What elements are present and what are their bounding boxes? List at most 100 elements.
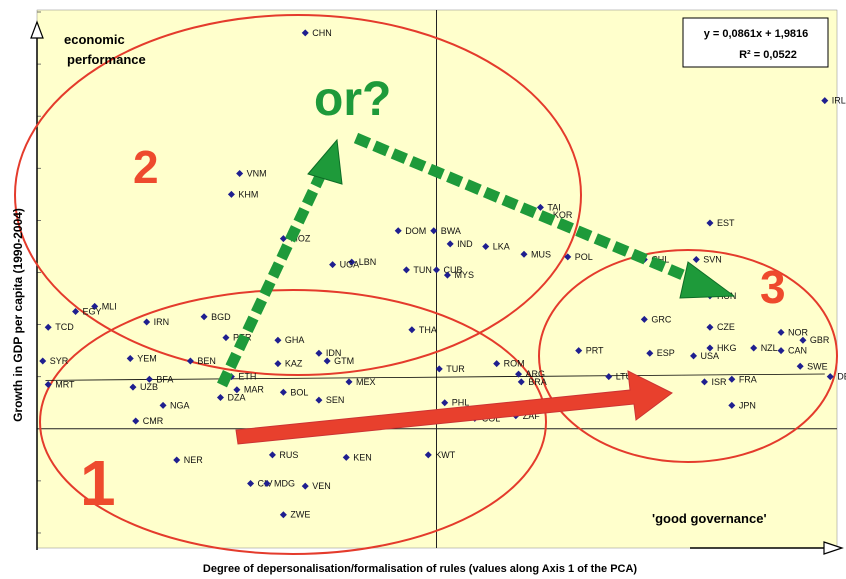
- point-marker-per: [222, 334, 230, 342]
- point-marker-idn: [315, 349, 323, 357]
- point-label-ind: IND: [457, 239, 473, 249]
- point-label-gtm: GTM: [334, 356, 354, 366]
- equation-box: y = 0,0861x + 1,9816 R² = 0,0522: [682, 17, 829, 68]
- point-marker-ken: [342, 453, 350, 461]
- point-label-uga: UGA: [340, 260, 360, 270]
- point-marker-moz: [279, 235, 287, 243]
- point-label-kor: KOR: [553, 210, 573, 220]
- point-label-nor: NOR: [788, 327, 809, 337]
- point-marker-nor: [777, 328, 785, 336]
- point-marker-zwe: [279, 511, 287, 519]
- green-arrowhead-right: [679, 261, 736, 299]
- point-label-lka: LKA: [493, 241, 510, 251]
- point-marker-cze: [706, 323, 714, 331]
- point-label-fra: FRA: [739, 374, 757, 384]
- label-economic-performance-2: performance: [67, 52, 146, 67]
- red-arrow: [235, 370, 673, 445]
- point-label-mex: MEX: [356, 377, 376, 387]
- label-good-governance: 'good governance': [652, 511, 767, 526]
- point-marker-rom: [493, 360, 501, 368]
- point-marker-tai: [536, 203, 544, 211]
- point-marker-prt: [575, 347, 583, 355]
- point-marker-mli: [91, 302, 99, 310]
- point-marker-tun: [402, 266, 410, 274]
- point-marker-bgd: [200, 313, 208, 321]
- point-label-chn: CHN: [312, 28, 332, 38]
- point-marker-egy: [72, 308, 80, 316]
- point-label-uzb: UZB: [140, 382, 158, 392]
- equation-line-1: y = 0,0861x + 1,9816: [704, 28, 809, 40]
- point-marker-kaz: [274, 360, 282, 368]
- point-marker-cmr: [132, 417, 140, 425]
- zone-ellipse-2: [14, 14, 582, 376]
- point-label-egy: EGY: [83, 307, 102, 317]
- point-marker-usa: [690, 352, 698, 360]
- point-label-lbn: LBN: [359, 257, 377, 267]
- point-label-irl: IRL: [832, 96, 846, 106]
- point-marker-tha: [408, 326, 416, 334]
- point-marker-lka: [482, 242, 490, 250]
- point-marker-bol: [279, 388, 287, 396]
- point-marker-lbn: [348, 258, 356, 266]
- point-marker-dza: [216, 394, 224, 402]
- point-label-prt: PRT: [586, 346, 604, 356]
- point-marker-gbr: [799, 336, 807, 344]
- point-label-can: CAN: [788, 346, 807, 356]
- point-label-sen: SEN: [326, 395, 345, 405]
- point-label-nzl: NZL: [761, 343, 778, 353]
- point-marker-irl: [821, 97, 829, 105]
- zone-number-3: 3: [760, 261, 786, 313]
- point-label-swe: SWE: [807, 361, 828, 371]
- point-label-tur: TUR: [446, 364, 465, 374]
- point-label-grc: GRC: [651, 314, 672, 324]
- label-economic-performance-1: economic: [64, 32, 125, 47]
- point-marker-tur: [435, 365, 443, 373]
- point-marker-syr: [39, 357, 47, 365]
- point-marker-nzl: [750, 344, 758, 352]
- point-label-gha: GHA: [285, 335, 305, 345]
- zone-ellipse-1: [39, 289, 547, 555]
- point-label-ven: VEN: [312, 481, 331, 491]
- point-label-kwt: KWT: [435, 450, 455, 460]
- point-label-bol: BOL: [290, 387, 308, 397]
- point-label-arg: ARG: [526, 369, 546, 379]
- point-label-ltu: LTU: [616, 372, 632, 382]
- point-label-mar: MAR: [244, 385, 265, 395]
- point-label-ben: BEN: [197, 356, 216, 366]
- point-marker-bwa: [430, 227, 438, 235]
- point-marker-irn: [143, 318, 151, 326]
- point-label-mus: MUS: [531, 249, 551, 259]
- point-label-cub: CUB: [444, 265, 463, 275]
- zone-ellipse-3: [538, 249, 838, 463]
- point-marker-mrt: [44, 380, 52, 388]
- point-marker-bfa: [145, 375, 153, 383]
- point-marker-ner: [173, 456, 181, 464]
- point-label-svn: SVN: [703, 254, 722, 264]
- point-label-gbr: GBR: [810, 335, 830, 345]
- point-label-bfa: BFA: [156, 374, 173, 384]
- point-label-moz: MOZ: [290, 234, 310, 244]
- point-label-mrt: MRT: [55, 379, 75, 389]
- point-marker-mdg: [263, 479, 271, 487]
- point-label-khm: KHM: [238, 189, 258, 199]
- point-label-deu: DEU: [837, 372, 846, 382]
- point-marker-ind: [446, 240, 454, 248]
- point-label-bwa: BWA: [441, 226, 461, 236]
- green-arrow-right: [353, 132, 698, 286]
- point-marker-yem: [126, 354, 134, 362]
- y-axis-arrowhead: [30, 20, 44, 39]
- point-marker-uzb: [129, 383, 137, 391]
- point-marker-est: [706, 219, 714, 227]
- point-label-tcd: TCD: [55, 322, 74, 332]
- point-marker-deu: [826, 373, 834, 381]
- point-label-kaz: KAZ: [285, 359, 303, 369]
- point-marker-kwt: [424, 451, 432, 459]
- point-label-zaf: ZAF: [523, 411, 541, 421]
- point-label-est: EST: [717, 218, 735, 228]
- point-marker-sen: [315, 396, 323, 404]
- point-label-irn: IRN: [154, 317, 170, 327]
- trendline: [45, 373, 825, 381]
- point-marker-pol: [564, 253, 572, 261]
